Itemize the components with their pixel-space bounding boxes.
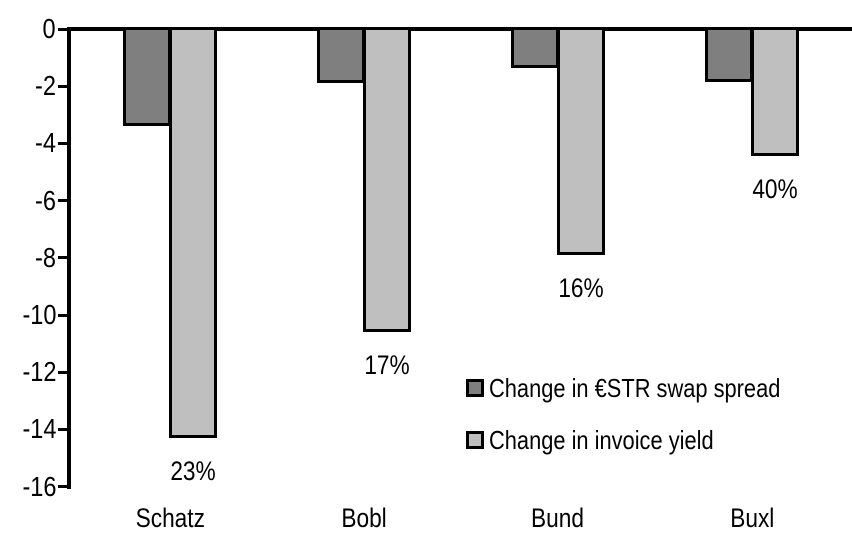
legend-text: Change in €STR swap spread	[489, 373, 781, 403]
legend-text: Change in invoice yield	[489, 425, 714, 455]
bar-spread-bobl	[317, 27, 365, 84]
bar-yield-bund	[557, 27, 605, 256]
bar-spread-schatz	[123, 27, 171, 127]
y-tick-label: -14	[0, 414, 56, 444]
y-tick-mark	[58, 256, 67, 260]
y-tick-mark	[58, 199, 67, 203]
legend-swatch-icon	[466, 379, 484, 397]
bar-value-label: 23%	[143, 457, 243, 485]
y-tick-label: 0	[0, 14, 56, 44]
y-tick-label: -16	[0, 470, 56, 502]
y-tick-label: -10	[0, 300, 56, 330]
bar-spread-buxl	[705, 27, 753, 83]
category-text: Buxl	[729, 503, 775, 533]
category-text: Schatz	[135, 503, 205, 533]
y-tick-text: -14	[22, 413, 56, 445]
bar-yield-bobl	[363, 27, 411, 333]
category-label: Bund	[508, 505, 608, 532]
y-tick-mark	[58, 84, 67, 88]
y-tick-mark	[58, 313, 67, 317]
y-tick-text: 0	[42, 13, 56, 44]
bar-value-text: 16%	[558, 273, 604, 304]
y-tick-text: -10	[22, 299, 56, 330]
y-tick-mark	[58, 485, 67, 489]
category-label: Bobl	[314, 505, 414, 532]
y-tick-text: -4	[35, 127, 56, 159]
legend-label: Change in invoice yield	[489, 427, 756, 453]
y-tick-label: -2	[0, 71, 56, 101]
y-tick-label: -6	[0, 184, 56, 216]
y-tick-mark	[58, 427, 67, 431]
category-label: Schatz	[120, 505, 220, 532]
y-tick-text: -16	[22, 470, 56, 502]
y-tick-text: -6	[35, 184, 56, 216]
y-tick-label: -4	[0, 128, 56, 158]
bar-value-label: 40%	[725, 175, 825, 203]
legend-swatch-icon	[466, 431, 484, 449]
bar-yield-schatz	[169, 27, 217, 439]
legend-entry: Change in €STR swap spread	[466, 375, 836, 401]
category-text: Bund	[531, 503, 585, 533]
bar-yield-buxl	[751, 27, 799, 157]
legend-label: Change in €STR swap spread	[489, 375, 836, 401]
legend-entry: Change in invoice yield	[466, 427, 756, 453]
bar-value-label: 16%	[531, 274, 631, 302]
bar-value-label: 17%	[337, 351, 437, 379]
bar-value-text: 40%	[752, 174, 798, 205]
category-label: Buxl	[702, 505, 802, 532]
y-tick-mark	[58, 370, 67, 374]
y-axis-line	[67, 27, 71, 489]
y-tick-text: -2	[35, 70, 56, 102]
y-tick-mark	[58, 141, 67, 145]
bar-value-text: 23%	[170, 456, 216, 487]
y-tick-text: -8	[35, 241, 56, 273]
y-tick-text: -12	[22, 356, 56, 388]
y-tick-label: -8	[0, 241, 56, 273]
y-tick-mark	[58, 27, 67, 31]
zero-axis-line	[67, 27, 852, 31]
category-text: Bobl	[341, 503, 387, 533]
bar-spread-bund	[511, 27, 559, 68]
bar-value-text: 17%	[364, 350, 410, 381]
y-tick-label: -12	[0, 357, 56, 387]
